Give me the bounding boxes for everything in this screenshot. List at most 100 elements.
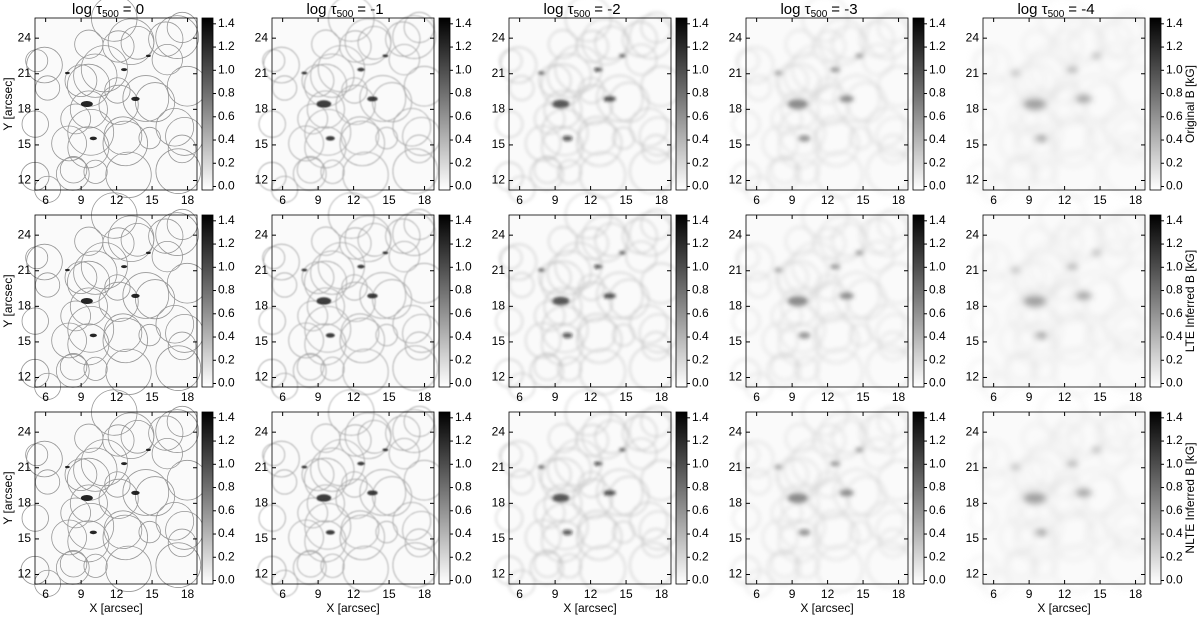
granule-edge [794, 553, 819, 578]
granule-edge [148, 21, 184, 57]
y-tick-label: 21 [729, 263, 743, 277]
flux-concentration [301, 465, 308, 469]
granule-edge [813, 514, 859, 561]
flux-concentration [316, 494, 332, 502]
granule-edge [60, 300, 91, 332]
granule-edge [392, 15, 437, 59]
granule-edge [328, 0, 375, 42]
flux-concentration [1075, 488, 1092, 498]
granule-edge [296, 156, 325, 184]
colorbar-tick-label: 0.6 [692, 306, 709, 320]
colorbar-tick-label: 1.2 [692, 433, 709, 447]
granule-edge [1012, 64, 1046, 98]
colorbar-tick-label: 0.2 [929, 352, 946, 366]
granule-edge [780, 287, 819, 326]
granule-edge [547, 250, 592, 295]
granule-edge [1103, 304, 1143, 344]
x-tick-label: 9 [1026, 193, 1033, 207]
y-tick-label: 12 [255, 173, 269, 187]
x-tick-label: 12 [110, 587, 124, 601]
colorbar-tick-label: 0.0 [692, 573, 709, 587]
x-tick-label: 6 [42, 193, 49, 207]
granule-edge [1115, 528, 1145, 558]
granule-edge [1086, 323, 1109, 347]
granule-edge [596, 75, 644, 122]
colorbar-tick-label: 0.2 [455, 549, 472, 563]
flux-concentration [316, 297, 332, 305]
granule-edge [1031, 356, 1056, 381]
granule-edge [297, 497, 328, 529]
granule-edge [385, 218, 421, 254]
granule-edge [983, 469, 1009, 495]
x-tick-label: 9 [552, 390, 559, 404]
y-tick-label: 15 [966, 334, 980, 348]
granule-edge [1031, 553, 1056, 578]
granule-edge [155, 542, 202, 588]
colorbar-tick-label: 1.4 [692, 16, 709, 30]
colorbar [912, 17, 925, 191]
granule-edge [533, 550, 562, 578]
granule-edge [818, 412, 866, 460]
y-tick-label: 12 [729, 370, 743, 384]
granule-edge [794, 356, 819, 381]
image-frame [34, 214, 198, 388]
granule-edge [1012, 261, 1046, 295]
granule-edge [541, 305, 589, 353]
granule-edge [609, 82, 650, 123]
colorbar-tick-label: 0.0 [929, 573, 946, 587]
granule-edge [866, 212, 911, 256]
title-value: = -1 [357, 1, 383, 18]
granule-edge [862, 437, 894, 470]
granule-edge [262, 443, 286, 467]
flux-concentration [1066, 66, 1079, 73]
y-tick-label: 12 [492, 567, 506, 581]
granule-edge [538, 261, 572, 295]
granule-edge [64, 261, 98, 295]
granule-edge [862, 240, 894, 273]
granule-edge [344, 412, 392, 460]
granule-edge [339, 120, 385, 167]
x-tick-label: 6 [516, 193, 523, 207]
flux-concentration [131, 490, 140, 495]
image-frame [508, 17, 672, 191]
flux-concentration [65, 465, 70, 469]
granule-edge [565, 0, 612, 42]
x-tick-label: 15 [382, 587, 396, 601]
granule-edge [59, 156, 88, 184]
granule-edge [1007, 156, 1036, 184]
granule-edge [533, 353, 562, 381]
y-tick-label: 18 [492, 299, 506, 313]
y-tick-label: 21 [966, 460, 980, 474]
colorbar-tick-label: 0.6 [1166, 306, 1183, 320]
y-tick-label: 24 [492, 227, 506, 241]
granule-edge [155, 345, 202, 391]
y-tick-label: 21 [18, 460, 32, 474]
colorbar-tick-label: 0.6 [218, 109, 235, 123]
colorbar-tick-label: 0.2 [692, 549, 709, 563]
granule-edge [866, 542, 913, 588]
granule-edge [372, 279, 413, 320]
y-tick-label: 15 [18, 531, 32, 545]
granule-edge [866, 409, 911, 453]
granule-edge [866, 15, 911, 59]
granule-edge [802, 192, 849, 239]
granule-edge [288, 519, 324, 556]
granule-edge [849, 520, 872, 544]
colorbar-tick-label: 1.2 [929, 39, 946, 53]
colorbar-tick-label: 0.8 [1166, 283, 1183, 297]
colorbar-tick-label: 1.2 [929, 433, 946, 447]
y-tick-label: 24 [966, 227, 980, 241]
granule-edge [509, 75, 535, 101]
x-tick-label: 9 [315, 587, 322, 601]
colorbar-tick-label: 1.2 [455, 236, 472, 250]
granule-edge [320, 553, 345, 578]
x-tick-label: 6 [42, 587, 49, 601]
granule-edge [392, 212, 437, 256]
colorbar-tick-label: 0.6 [929, 503, 946, 517]
y-tick-label: 18 [492, 102, 506, 116]
y-tick-label: 18 [729, 496, 743, 510]
granule-edge [73, 447, 118, 492]
colorbar-tick-label: 1.4 [455, 16, 472, 30]
granule-edge [1046, 84, 1087, 125]
granule-edge [359, 469, 407, 516]
